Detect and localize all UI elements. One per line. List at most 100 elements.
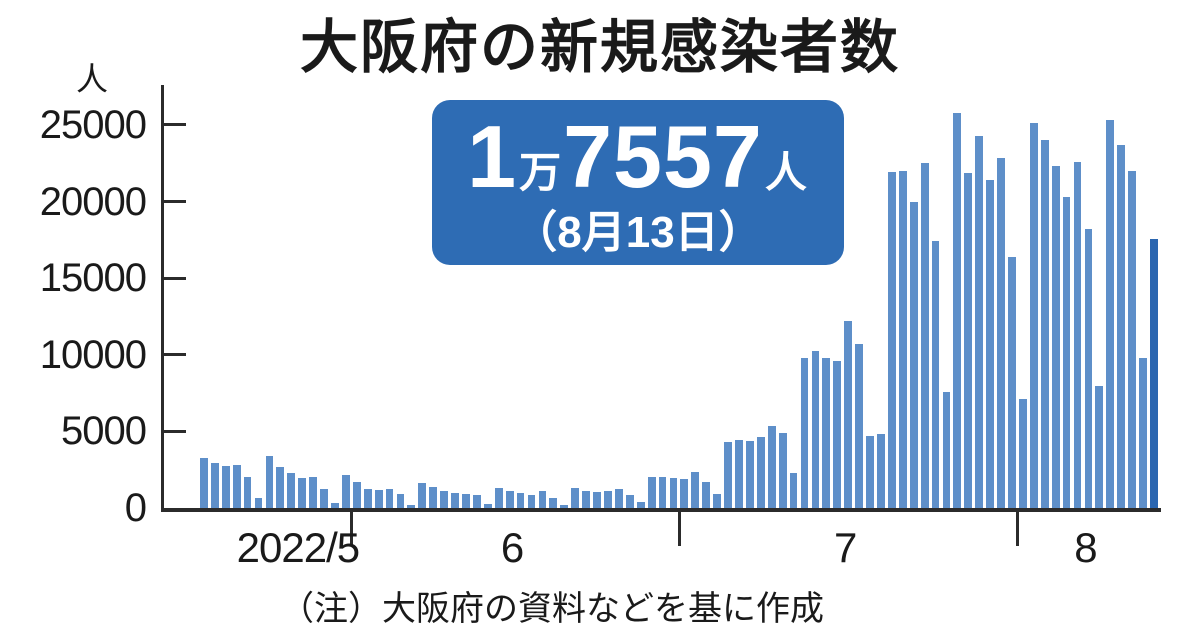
bar-8/6 xyxy=(1073,162,1082,508)
bar-5/26 xyxy=(287,472,296,508)
bar-6/15 xyxy=(505,490,514,508)
bar-7/16 xyxy=(844,320,853,508)
x-axis-tick xyxy=(350,508,354,546)
y-axis-tick xyxy=(164,200,186,203)
x-axis-label: 7 xyxy=(834,524,857,571)
badge-date: （8月13日） xyxy=(513,207,763,257)
chart-title: 大阪府の新規感染者数 xyxy=(299,15,900,80)
bar-5/30 xyxy=(331,503,339,508)
bar-8/3 xyxy=(1040,140,1049,508)
x-axis-tick xyxy=(1016,508,1020,546)
bar-6/24 xyxy=(604,490,612,508)
bar-5/31 xyxy=(341,475,350,508)
y-axis-label: 15000 xyxy=(39,256,147,301)
bar-6/25 xyxy=(614,489,623,508)
badge-value: 1 万 7557 人 xyxy=(467,106,809,206)
bar-7/12 xyxy=(800,358,809,508)
bar-6/10 xyxy=(451,492,459,508)
y-axis-tick xyxy=(164,429,186,433)
bar-5/27 xyxy=(298,478,307,508)
bar-7/21 xyxy=(898,170,907,508)
plot-area xyxy=(161,85,1161,546)
bar-6/18 xyxy=(538,491,547,508)
bar-7/24 xyxy=(931,241,940,508)
bar-6/6 xyxy=(407,504,416,508)
bar-7/20 xyxy=(887,172,896,508)
bar-8/11 xyxy=(1128,170,1136,508)
y-axis-label: 0 xyxy=(124,486,147,530)
bar-6/30 xyxy=(669,478,678,508)
y-axis-tick xyxy=(164,276,186,280)
bar-5/18 xyxy=(200,458,208,508)
y-axis-tick xyxy=(164,353,186,357)
bar-7/15 xyxy=(833,360,842,508)
bar-7/4 xyxy=(713,494,722,508)
bar-6/29 xyxy=(658,477,667,508)
bar-6/26 xyxy=(625,495,634,508)
bar-7/17 xyxy=(855,343,863,508)
y-axis-unit-label: 人 xyxy=(75,61,108,97)
annotation-badge: 1 万 7557 人 （8月13日） xyxy=(432,100,844,265)
bar-6/20 xyxy=(560,505,569,508)
badge-value-unit: 人 xyxy=(764,148,807,196)
x-axis-tick xyxy=(677,508,681,546)
bar-5/19 xyxy=(210,462,219,508)
bar-7/18 xyxy=(866,436,874,508)
bar-7/31 xyxy=(1008,256,1016,508)
bar-8/5 xyxy=(1062,197,1071,508)
bar-6/13 xyxy=(483,504,492,508)
bar-5/29 xyxy=(320,489,328,508)
bar-5/21 xyxy=(232,464,241,508)
bar-7/29 xyxy=(986,179,995,508)
bar-5/25 xyxy=(276,466,285,508)
bar-6/23 xyxy=(593,491,601,508)
bar-6/28 xyxy=(647,476,656,508)
bar-7/11 xyxy=(789,472,798,508)
bar-8/7 xyxy=(1084,228,1093,508)
bar-8/1 xyxy=(1019,399,1027,508)
x-axis-label: 8 xyxy=(1074,524,1097,571)
bar-7/3 xyxy=(702,481,711,508)
badge-value-number: 7557 xyxy=(563,106,763,206)
bar-6/14 xyxy=(494,487,503,508)
x-axis-label: 6 xyxy=(500,524,524,571)
bar-7/27 xyxy=(964,173,973,508)
bar-5/20 xyxy=(221,466,230,508)
y-axis-label: 20000 xyxy=(39,179,147,224)
bar-5/28 xyxy=(309,477,317,508)
bar-6/3 xyxy=(374,489,383,508)
bar-7/10 xyxy=(778,433,787,508)
bar-5/23 xyxy=(254,498,263,508)
bar-7/2 xyxy=(691,471,700,508)
bar-6/11 xyxy=(462,494,470,508)
bar-7/28 xyxy=(975,136,984,508)
y-axis-label: 25000 xyxy=(39,102,147,147)
bar-8/2 xyxy=(1029,122,1038,508)
badge-value-man: 万 xyxy=(519,148,562,196)
bar-7/5 xyxy=(724,441,732,508)
bar-8/4 xyxy=(1051,165,1060,508)
bar-7/13 xyxy=(811,350,820,508)
bar-6/8 xyxy=(429,486,438,508)
bar-8/13 xyxy=(1150,238,1158,508)
bar-6/9 xyxy=(440,490,449,508)
bar-7/25 xyxy=(942,391,951,508)
bar-7/14 xyxy=(822,357,831,508)
y-axis-tick xyxy=(164,123,186,127)
badge-value-prefix: 1 xyxy=(467,106,518,206)
bar-6/22 xyxy=(582,490,590,508)
bar-6/2 xyxy=(363,489,372,508)
y-axis-label: 5000 xyxy=(61,409,147,454)
bar-7/9 xyxy=(767,425,776,508)
bar-7/26 xyxy=(953,113,962,508)
bar-6/12 xyxy=(473,494,481,508)
bar-6/16 xyxy=(516,493,525,508)
bar-6/27 xyxy=(636,501,645,508)
bar-7/6 xyxy=(735,440,743,508)
bar-7/22 xyxy=(909,201,918,508)
bar-8/12 xyxy=(1139,358,1147,508)
bar-8/8 xyxy=(1095,385,1104,508)
bar-6/7 xyxy=(418,482,427,508)
bar-8/10 xyxy=(1117,144,1126,508)
